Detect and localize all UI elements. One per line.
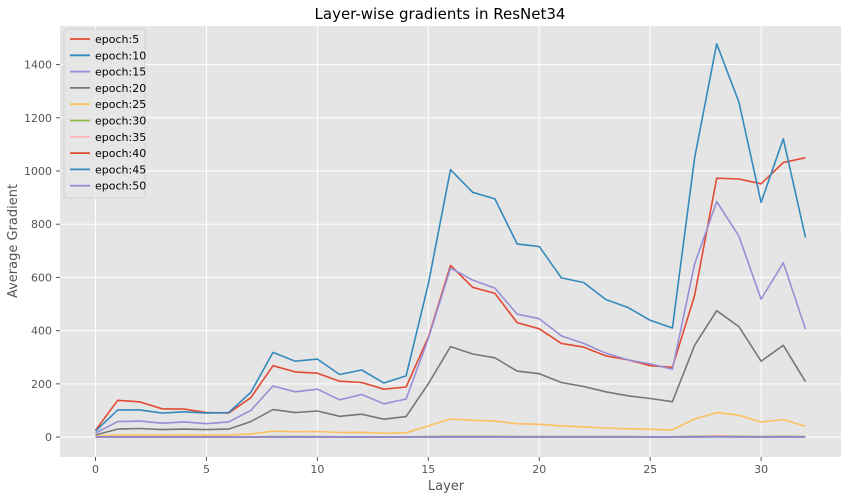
y-tick-label: 0 bbox=[45, 431, 52, 444]
legend-label: epoch:25 bbox=[95, 98, 146, 111]
legend: epoch:5 epoch:10 epoch:15 epoch:20 epoch:25 e… bbox=[63, 28, 146, 199]
chart-title: Layer-wise gradients in ResNet34 bbox=[315, 5, 566, 23]
series-line-epoch-10 bbox=[94, 42, 807, 432]
x-tick-label: 5 bbox=[203, 463, 210, 476]
y-tick-label: 1200 bbox=[24, 112, 52, 125]
y-axis-ticks: 0 200 400 600 800 1000 1200 1400 bbox=[24, 59, 60, 444]
x-tick-label: 15 bbox=[421, 463, 435, 476]
legend-label: epoch:10 bbox=[95, 49, 146, 62]
y-tick-label: 400 bbox=[31, 325, 52, 338]
y-axis-label: Average Gradient bbox=[6, 184, 21, 298]
x-tick-label: 30 bbox=[754, 463, 768, 476]
plot-area bbox=[60, 26, 841, 457]
legend-label: epoch:50 bbox=[95, 180, 146, 193]
y-tick-label: 200 bbox=[31, 378, 52, 391]
legend-label: epoch:35 bbox=[95, 131, 146, 144]
series-lines bbox=[94, 42, 807, 438]
legend-label: epoch:20 bbox=[95, 82, 146, 95]
x-axis-label: Layer bbox=[428, 479, 465, 494]
legend-label: epoch:40 bbox=[95, 147, 146, 160]
series-line-epoch-15 bbox=[95, 200, 807, 434]
y-tick-label: 800 bbox=[31, 218, 52, 231]
y-tick-label: 1000 bbox=[24, 165, 52, 178]
series-line-epoch-25 bbox=[95, 411, 806, 437]
x-axis-ticks: 0 5 10 15 20 25 30 bbox=[92, 457, 768, 476]
legend-label: epoch:30 bbox=[95, 115, 146, 128]
legend-label: epoch:15 bbox=[95, 66, 146, 79]
x-tick-label: 20 bbox=[532, 463, 546, 476]
y-tick-label: 1400 bbox=[24, 59, 52, 72]
y-tick-label: 600 bbox=[31, 271, 52, 284]
x-tick-label: 25 bbox=[643, 463, 657, 476]
legend-label: epoch:5 bbox=[95, 33, 139, 46]
series-line-epoch-20 bbox=[95, 309, 807, 436]
x-tick-label: 0 bbox=[92, 463, 99, 476]
legend-label: epoch:45 bbox=[95, 163, 146, 176]
x-tick-label: 10 bbox=[310, 463, 324, 476]
